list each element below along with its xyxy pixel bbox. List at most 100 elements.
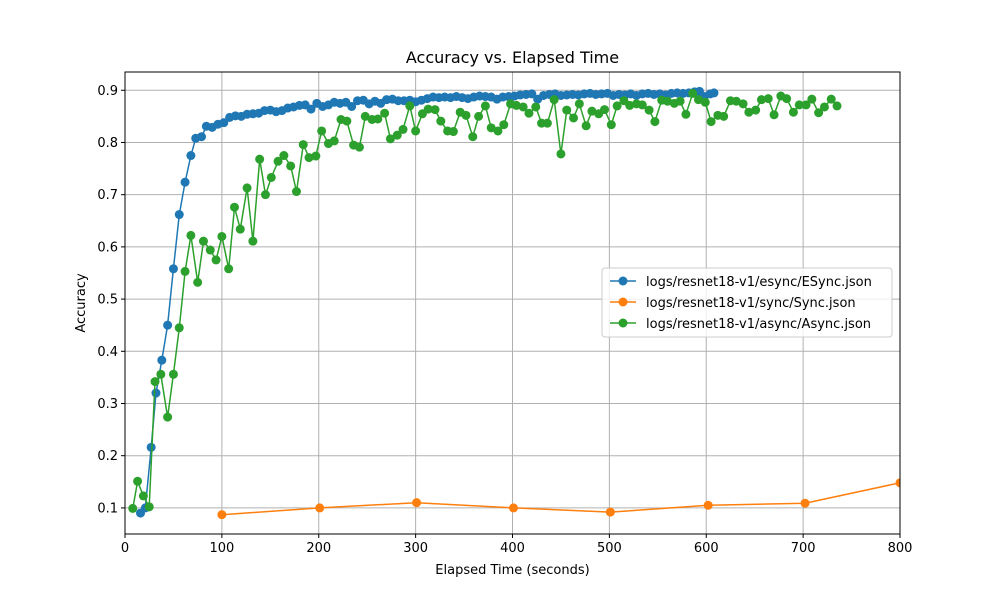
data-point-async (688, 88, 698, 98)
data-point-async (542, 118, 552, 128)
y-tick-label: 0.2 (97, 449, 118, 464)
y-tick-label: 0.4 (97, 345, 118, 360)
data-point-async (380, 108, 390, 118)
y-tick-label: 0.5 (97, 293, 118, 308)
data-point-async (549, 95, 559, 105)
data-point-async (511, 100, 521, 110)
data-point-async (700, 97, 710, 107)
legend-marker-async (618, 318, 628, 328)
data-point-async (663, 96, 672, 106)
data-point-sync (800, 498, 810, 508)
data-point-esync (219, 118, 229, 128)
data-point-async (562, 105, 572, 115)
data-point-async (329, 136, 339, 146)
data-point-async (411, 126, 421, 136)
x-tick-label: 400 (500, 541, 525, 556)
data-point-async (317, 126, 327, 136)
axis-ticks: 0 100 200 300 400 500 600 700 800 0.1 0.2 0.3 0.4 0.5… (97, 84, 912, 556)
data-point-esync (146, 442, 156, 452)
data-point-async (260, 190, 270, 200)
data-point-async (217, 231, 227, 241)
data-point-async (612, 101, 622, 111)
data-point-async (156, 369, 166, 379)
x-tick-label: 300 (403, 541, 428, 556)
data-point-async (581, 121, 591, 131)
data-point-async (279, 151, 289, 161)
series-sync (217, 478, 900, 520)
data-point-async (398, 124, 408, 134)
series-async (128, 88, 842, 513)
data-point-async (311, 151, 321, 161)
legend-box (601, 267, 893, 338)
y-tick-label: 0.7 (97, 188, 118, 203)
data-point-async (180, 266, 190, 276)
data-point-async (493, 126, 503, 136)
data-point-async (385, 134, 395, 144)
data-point-async (235, 224, 245, 234)
y-tick-label: 0.8 (97, 136, 118, 151)
data-point-async (650, 117, 660, 127)
data-point-async (291, 187, 301, 197)
data-point-async (224, 264, 234, 274)
y-axis-label: Accuracy (74, 273, 89, 333)
data-point-async (229, 202, 239, 212)
data-point-async (574, 99, 584, 109)
data-point-async (198, 236, 208, 246)
series-esync (136, 86, 719, 518)
data-point-async (255, 154, 265, 164)
legend-label-sync: logs/resnet18-v1/sync/Sync.json (646, 296, 856, 311)
data-point-esync (180, 177, 190, 187)
data-point-async (518, 102, 528, 112)
data-point-async (248, 236, 258, 246)
data-point-esync (527, 89, 537, 99)
legend: logs/resnet18-v1/esync/ESync.json logs/r… (601, 267, 893, 338)
data-point-async (814, 108, 824, 118)
data-point-async (392, 130, 402, 140)
data-point-async (242, 183, 252, 193)
data-point-esync (157, 355, 167, 365)
data-point-sync (703, 500, 713, 510)
data-point-async (606, 120, 616, 130)
data-point-async (499, 120, 509, 130)
data-point-async (706, 117, 716, 127)
x-tick-label: 500 (597, 541, 622, 556)
data-point-esync (186, 151, 196, 161)
data-point-async (168, 369, 178, 379)
data-point-async (832, 101, 842, 111)
data-point-esync (197, 132, 207, 142)
data-point-async (354, 142, 364, 152)
data-point-async (205, 245, 215, 255)
data-point-async (480, 101, 490, 111)
data-point-async (193, 277, 203, 287)
data-point-async (569, 113, 579, 123)
data-point-async (587, 106, 597, 116)
data-point-async (144, 502, 154, 512)
data-point-async (782, 94, 792, 104)
data-point-async (788, 107, 798, 117)
data-point-esync (174, 210, 184, 220)
legend-label-esync: logs/resnet18-v1/esync/ESync.json (646, 275, 872, 290)
data-point-async (731, 96, 741, 106)
x-tick-label: 800 (888, 541, 913, 556)
data-point-async (360, 111, 370, 121)
data-point-async (138, 491, 148, 501)
data-point-async (150, 377, 160, 387)
data-point-sync (508, 503, 518, 513)
x-tick-label: 100 (209, 541, 234, 556)
x-tick-label: 600 (694, 541, 719, 556)
data-point-async (304, 153, 314, 163)
data-point-async (675, 96, 685, 106)
data-point-async (826, 94, 836, 104)
data-point-async (286, 161, 296, 171)
data-point-async (342, 116, 352, 126)
data-point-async (211, 255, 221, 265)
data-point-async (644, 105, 654, 115)
data-point-async (405, 101, 415, 111)
data-point-async (531, 102, 541, 112)
data-point-async (163, 412, 173, 422)
data-point-esync (163, 320, 173, 330)
data-point-async (807, 94, 817, 104)
data-point-esync (151, 388, 161, 398)
